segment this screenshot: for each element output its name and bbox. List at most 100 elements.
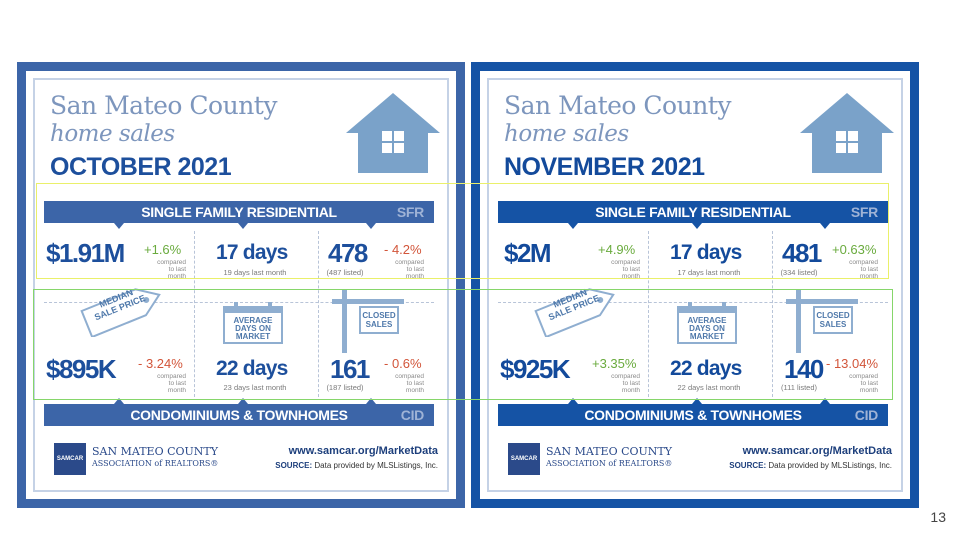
band-pointer (238, 223, 248, 229)
highlight-sfr-row (36, 183, 889, 279)
compared-note: compared to last month (395, 259, 424, 280)
market-data-link[interactable]: www.samcar.org/MarketData (742, 445, 892, 457)
band-pointer (366, 223, 376, 229)
band-pointer (692, 398, 702, 404)
sfr-sales-change: +0.63% (832, 242, 877, 257)
row-divider (498, 302, 888, 303)
column-divider (772, 231, 773, 397)
calendar-icon (223, 302, 283, 344)
sfr-price-change: +1.6% (144, 242, 182, 257)
column-divider (318, 231, 319, 397)
cid-median-price: $895K (46, 354, 117, 384)
compared-note: compared to last month (395, 373, 424, 394)
calendar-icon (677, 302, 737, 344)
column-divider (648, 231, 649, 397)
cid-band-label: CONDOMINIUMS & TOWNHOMES (130, 407, 348, 423)
samcar-logo: SAMCAR (508, 443, 540, 475)
november-infographic: San Mateo County home sales NOVEMBER 202… (471, 62, 919, 508)
cid-price-change: +3.35% (592, 356, 637, 371)
sfr-listed: (334 listed) (780, 268, 818, 277)
title-county: San Mateo County (504, 91, 731, 120)
sign-post-icon (332, 289, 404, 353)
cid-sales-change: - 13.04% (826, 356, 879, 371)
cid-price-change: - 3.24% (138, 356, 183, 371)
source-label: SOURCE: (729, 461, 767, 470)
row-divider (44, 302, 434, 303)
sfr-band-label: SINGLE FAMILY RESIDENTIAL (141, 204, 337, 220)
cid-band-label: CONDOMINIUMS & TOWNHOMES (584, 407, 802, 423)
title-home-sales: home sales (504, 121, 629, 147)
sfr-band: SINGLE FAMILY RESIDENTIAL SFR (498, 201, 888, 223)
sfr-days-last: 19 days last month (223, 268, 287, 277)
house-icon (346, 93, 440, 173)
sfr-median-price: $2M (504, 238, 552, 268)
price-tag-icon (80, 288, 161, 337)
sfr-abbr: SFR (850, 204, 878, 220)
band-pointer (692, 223, 702, 229)
price-tag-icon (534, 288, 615, 337)
org-subname: ASSOCIATION of REALTORS® (546, 459, 673, 468)
compared-note: compared to last month (157, 259, 186, 280)
band-pointer (114, 223, 124, 229)
sfr-listed: (487 listed) (326, 268, 364, 277)
compared-note: compared to last month (611, 259, 640, 280)
cid-days: 22 days (216, 357, 288, 380)
compared-note: compared to last month (849, 259, 878, 280)
cid-abbr: CID (400, 407, 425, 423)
band-pointer (820, 223, 830, 229)
band-pointer (366, 398, 376, 404)
sfr-days-last: 17 days last month (677, 268, 741, 277)
sfr-abbr: SFR (396, 204, 424, 220)
title-county: San Mateo County (50, 91, 277, 120)
sfr-closed-sales: 481 (782, 238, 822, 268)
highlight-cid-row (33, 289, 893, 400)
sign-post-icon (786, 289, 858, 353)
band-pointer (820, 398, 830, 404)
band-pointer (568, 398, 578, 404)
sfr-days: 17 days (670, 241, 742, 264)
source-label: SOURCE: (275, 461, 313, 470)
cid-abbr: CID (854, 407, 879, 423)
title-month: OCTOBER 2021 (50, 153, 232, 181)
sfr-sales-change: - 4.2% (384, 242, 422, 257)
sfr-price-change: +4.9% (598, 242, 636, 257)
avg-days-label: AVERAGE DAYS ON MARKET (233, 316, 273, 341)
cid-closed-sales: 140 (784, 354, 824, 384)
source-note: SOURCE: Data provided by MLSListings, In… (729, 461, 892, 470)
sfr-closed-sales: 478 (328, 238, 368, 268)
sfr-days: 17 days (216, 241, 288, 264)
compared-note: compared to last month (849, 373, 878, 394)
band-pointer (114, 398, 124, 404)
avg-days-label: AVERAGE DAYS ON MARKET (687, 316, 727, 341)
org-subname: ASSOCIATION of REALTORS® (92, 459, 219, 468)
inner-border (33, 78, 449, 492)
source-note: SOURCE: Data provided by MLSListings, In… (275, 461, 438, 470)
inner-border (487, 78, 903, 492)
column-divider (194, 231, 195, 397)
sfr-median-price: $1.91M (46, 238, 125, 268)
cid-closed-sales: 161 (330, 354, 370, 384)
cid-listed: (187 listed) (326, 383, 364, 392)
samcar-logo: SAMCAR (54, 443, 86, 475)
compared-note: compared to last month (157, 373, 186, 394)
slide-page-number: 13 (930, 509, 946, 525)
closed-sales-label: CLOSED SALES (816, 311, 850, 329)
cid-sales-change: - 0.6% (384, 356, 422, 371)
cid-listed: (111 listed) (781, 383, 817, 392)
band-pointer (568, 223, 578, 229)
source-text: Data provided by MLSListings, Inc. (768, 461, 892, 470)
house-icon (800, 93, 894, 173)
sfr-band: SINGLE FAMILY RESIDENTIAL SFR (44, 201, 434, 223)
closed-sales-label: CLOSED SALES (362, 311, 396, 329)
compared-note: compared to last month (611, 373, 640, 394)
title-home-sales: home sales (50, 121, 175, 147)
october-infographic: San Mateo County home sales OCTOBER 2021… (17, 62, 465, 508)
org-name: SAN MATEO COUNTY (546, 445, 673, 458)
cid-band: CONDOMINIUMS & TOWNHOMES CID (44, 404, 434, 426)
market-data-link[interactable]: www.samcar.org/MarketData (288, 445, 438, 457)
cid-days: 22 days (670, 357, 742, 380)
org-name: SAN MATEO COUNTY (92, 445, 219, 458)
source-text: Data provided by MLSListings, Inc. (314, 461, 438, 470)
title-month: NOVEMBER 2021 (504, 153, 705, 181)
cid-median-price: $925K (500, 354, 571, 384)
